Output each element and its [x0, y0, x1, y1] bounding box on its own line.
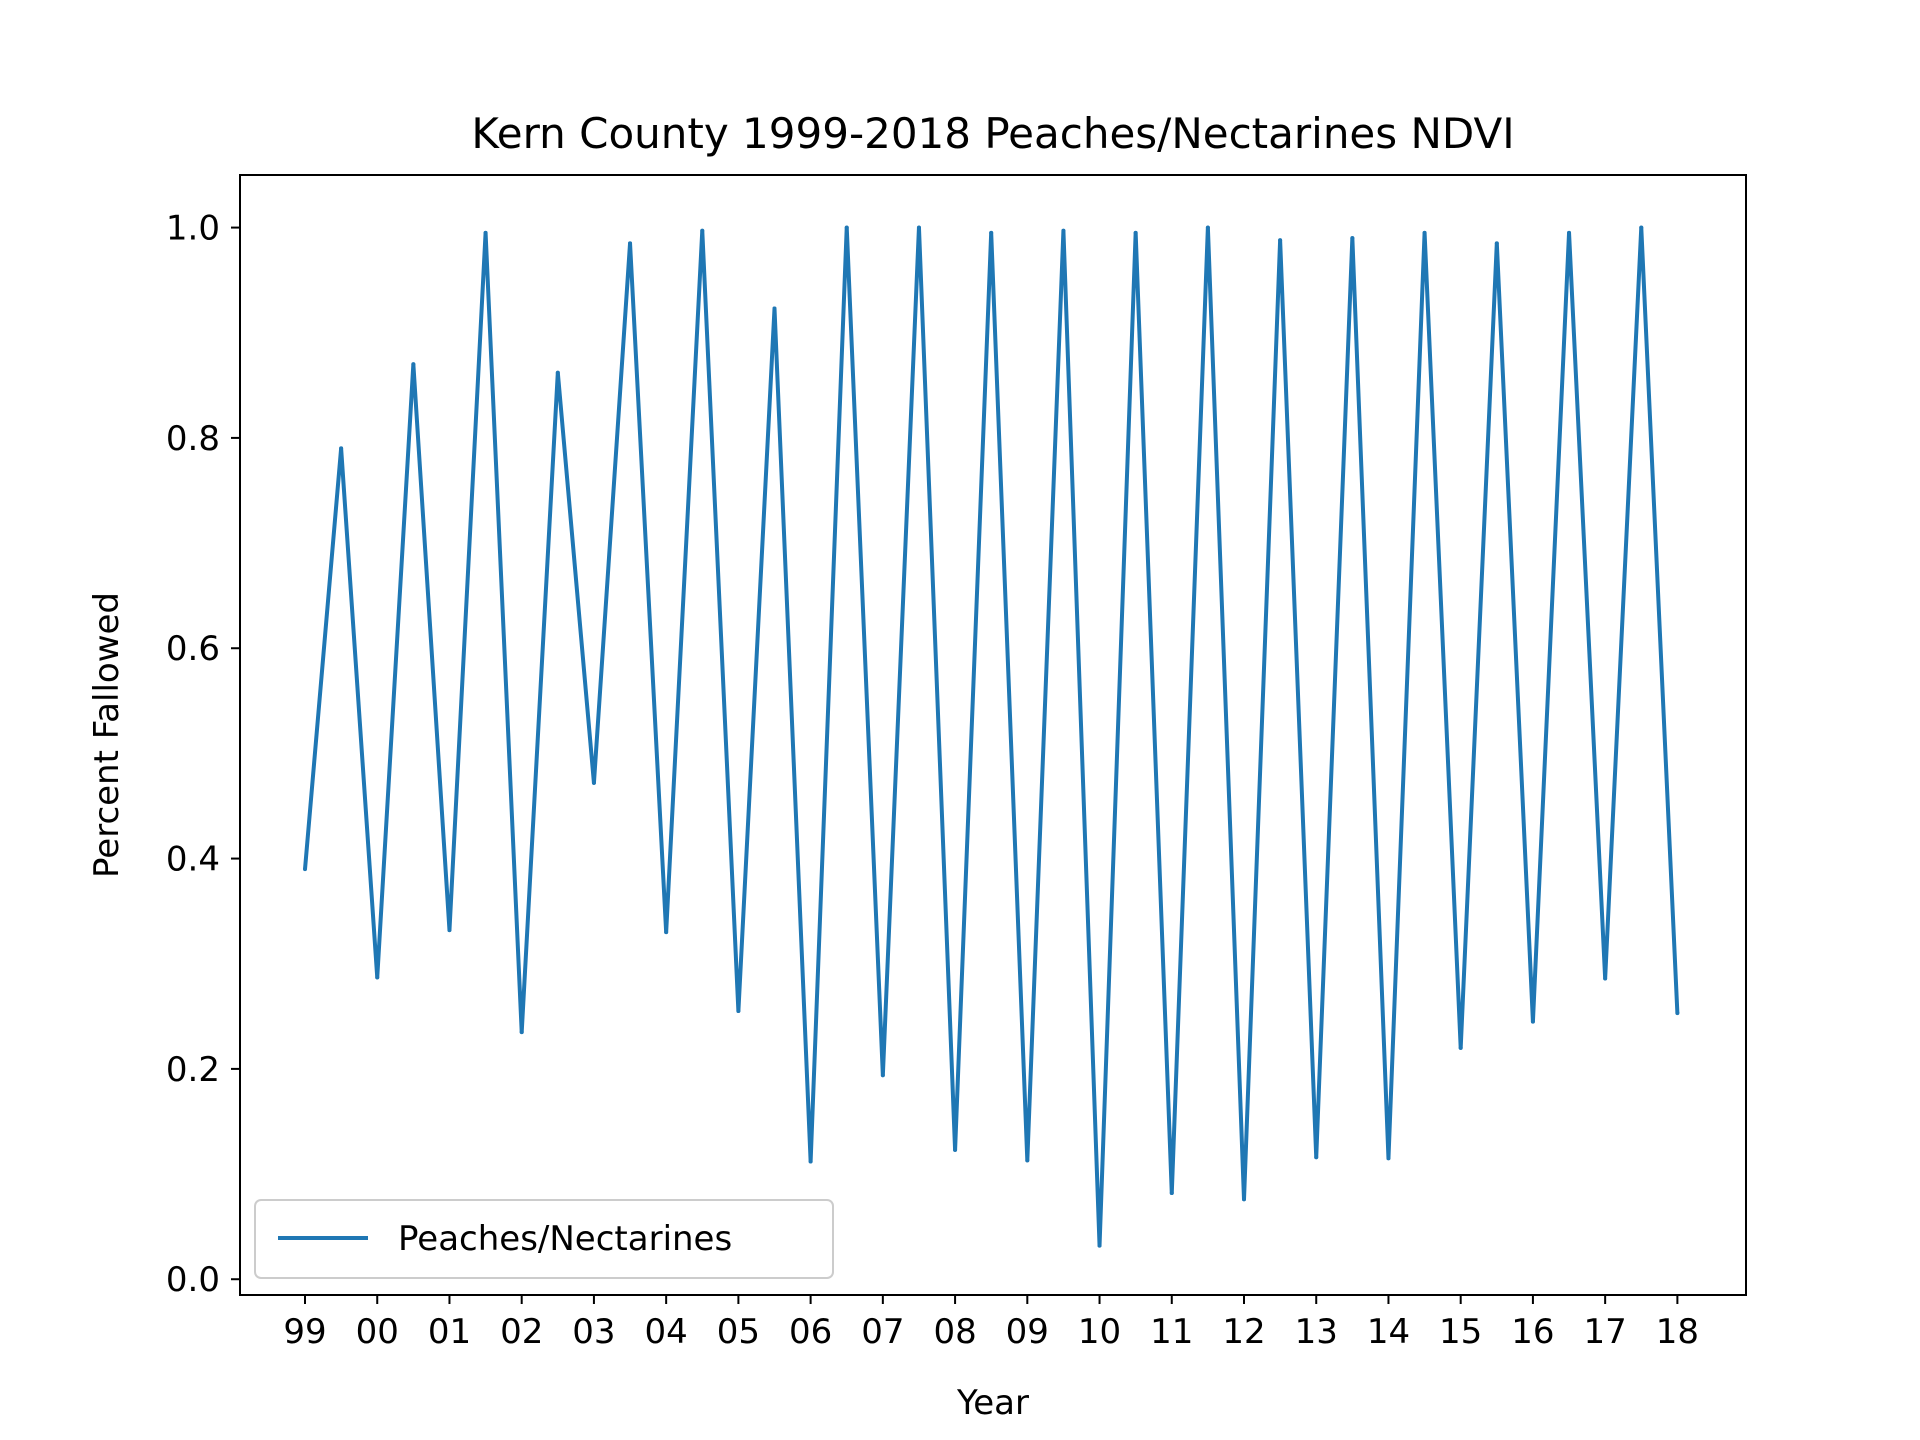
data-point: [1458, 1045, 1463, 1050]
data-point: [1205, 225, 1210, 230]
data-point: [1494, 241, 1499, 246]
data-point: [1639, 225, 1644, 230]
data-point: [844, 225, 849, 230]
data-point: [916, 225, 921, 230]
x-tick-label: 01: [428, 1312, 471, 1352]
data-point: [880, 1073, 885, 1078]
y-tick-label: 1.0: [166, 209, 220, 249]
data-point: [1025, 1158, 1030, 1163]
chart-title: Kern County 1999-2018 Peaches/Nectarines…: [471, 109, 1514, 158]
legend-box: [254, 1199, 834, 1279]
data-point: [953, 1147, 958, 1152]
x-tick-label: 18: [1656, 1312, 1699, 1352]
x-tick-label: 16: [1511, 1312, 1554, 1352]
data-point: [1386, 1156, 1391, 1161]
x-tick-label: 99: [283, 1312, 326, 1352]
data-point: [555, 370, 560, 375]
y-tick-label: 0.4: [166, 840, 220, 880]
y-tick-label: 0.2: [166, 1050, 220, 1090]
x-tick-label: 12: [1222, 1312, 1265, 1352]
data-point: [1603, 976, 1608, 981]
data-point: [1530, 1019, 1535, 1024]
x-tick-label: 08: [933, 1312, 976, 1352]
x-tick-label: 10: [1078, 1312, 1121, 1352]
data-point: [628, 241, 633, 246]
x-tick-label: 15: [1439, 1312, 1482, 1352]
x-tick-label: 09: [1006, 1312, 1049, 1352]
x-tick-label: 17: [1584, 1312, 1627, 1352]
data-point: [1133, 230, 1138, 235]
data-point: [483, 230, 488, 235]
data-point: [1314, 1155, 1319, 1160]
data-point: [664, 930, 669, 935]
y-tick-label: 0.8: [166, 419, 220, 459]
series-layer: [303, 225, 1680, 1248]
data-point: [1097, 1243, 1102, 1248]
data-point: [375, 975, 380, 980]
legend-label: Peaches/Nectarines: [398, 1219, 732, 1259]
y-axis-title: Percent Fallowed: [87, 592, 127, 878]
x-tick-label: 00: [356, 1312, 399, 1352]
x-axis: 99 00 01 02 03 04 05 06 07 08 09 10 11 12 13 14 15 16 17 18: [283, 1295, 1699, 1352]
x-tick-label: 05: [717, 1312, 760, 1352]
x-tick-label: 07: [861, 1312, 904, 1352]
x-tick-label: 13: [1295, 1312, 1338, 1352]
x-tick-label: 02: [500, 1312, 543, 1352]
legend: Peaches/Nectarines: [254, 1199, 834, 1279]
x-tick-label: 11: [1150, 1312, 1193, 1352]
data-point: [303, 867, 308, 872]
data-point: [339, 446, 344, 451]
data-point: [591, 780, 596, 785]
data-point: [1350, 236, 1355, 241]
data-point: [772, 306, 777, 311]
plot-frame: [239, 174, 1747, 1296]
data-point: [1278, 238, 1283, 243]
data-point: [808, 1159, 813, 1164]
y-tick-label: 0.0: [166, 1260, 220, 1300]
data-point: [736, 1009, 741, 1014]
data-point: [700, 228, 705, 233]
data-point: [519, 1030, 524, 1035]
x-tick-label: 14: [1367, 1312, 1410, 1352]
y-tick-label: 0.6: [166, 629, 220, 669]
data-point: [1169, 1190, 1174, 1195]
x-axis-title: Year: [956, 1383, 1029, 1423]
x-tick-label: 06: [789, 1312, 832, 1352]
data-point: [447, 928, 452, 933]
data-point: [1567, 230, 1572, 235]
y-axis: 0.0 0.2 0.4 0.6 0.8 1.0: [166, 209, 240, 1300]
x-tick-label: 03: [572, 1312, 615, 1352]
data-point: [1242, 1197, 1246, 1202]
x-tick-label: 04: [645, 1312, 688, 1352]
data-point: [1675, 1011, 1680, 1016]
data-point: [411, 362, 416, 367]
data-point: [989, 230, 994, 235]
data-point: [1422, 230, 1427, 235]
data-point: [1061, 228, 1066, 233]
